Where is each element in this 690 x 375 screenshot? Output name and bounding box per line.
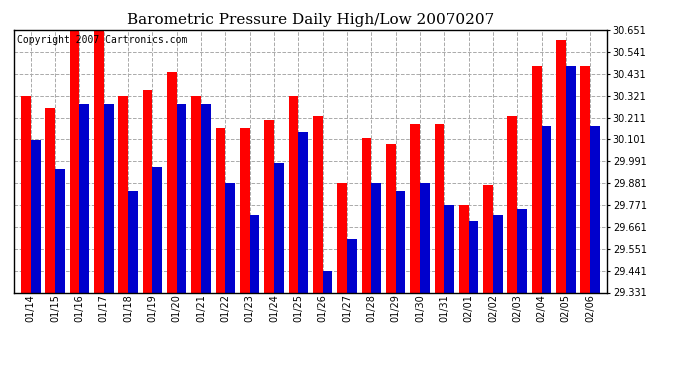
Bar bbox=[177, 104, 186, 292]
Bar bbox=[250, 215, 259, 292]
Bar bbox=[21, 96, 31, 292]
Bar bbox=[152, 167, 162, 292]
Bar bbox=[240, 128, 250, 292]
Bar bbox=[411, 124, 420, 292]
Bar bbox=[507, 116, 518, 292]
Bar bbox=[128, 191, 138, 292]
Bar bbox=[94, 30, 104, 292]
Bar bbox=[201, 104, 210, 292]
Bar bbox=[167, 72, 177, 292]
Title: Barometric Pressure Daily High/Low 20070207: Barometric Pressure Daily High/Low 20070… bbox=[127, 13, 494, 27]
Bar bbox=[532, 66, 542, 292]
Bar bbox=[264, 120, 274, 292]
Bar bbox=[288, 96, 298, 292]
Bar bbox=[323, 271, 333, 292]
Bar bbox=[216, 128, 226, 292]
Bar bbox=[79, 104, 89, 292]
Bar bbox=[274, 164, 284, 292]
Bar bbox=[70, 30, 79, 292]
Bar bbox=[337, 183, 347, 292]
Bar bbox=[590, 126, 600, 292]
Bar bbox=[580, 66, 590, 292]
Bar bbox=[469, 221, 478, 292]
Bar bbox=[420, 183, 430, 292]
Bar bbox=[386, 144, 395, 292]
Bar bbox=[298, 132, 308, 292]
Bar bbox=[444, 205, 454, 292]
Bar bbox=[566, 66, 575, 292]
Bar bbox=[104, 104, 114, 292]
Bar bbox=[493, 215, 502, 292]
Bar bbox=[362, 138, 371, 292]
Bar bbox=[226, 183, 235, 292]
Text: Copyright 2007 Cartronics.com: Copyright 2007 Cartronics.com bbox=[17, 35, 187, 45]
Bar bbox=[518, 209, 527, 292]
Bar bbox=[542, 126, 551, 292]
Bar bbox=[435, 124, 444, 292]
Bar bbox=[46, 108, 55, 292]
Bar bbox=[119, 96, 128, 292]
Bar bbox=[313, 116, 323, 292]
Bar bbox=[143, 90, 152, 292]
Bar bbox=[347, 239, 357, 292]
Bar bbox=[55, 170, 65, 292]
Bar bbox=[371, 183, 381, 292]
Bar bbox=[395, 191, 405, 292]
Bar bbox=[31, 140, 41, 292]
Bar bbox=[556, 40, 566, 292]
Bar bbox=[191, 96, 201, 292]
Bar bbox=[483, 185, 493, 292]
Bar bbox=[459, 205, 469, 292]
